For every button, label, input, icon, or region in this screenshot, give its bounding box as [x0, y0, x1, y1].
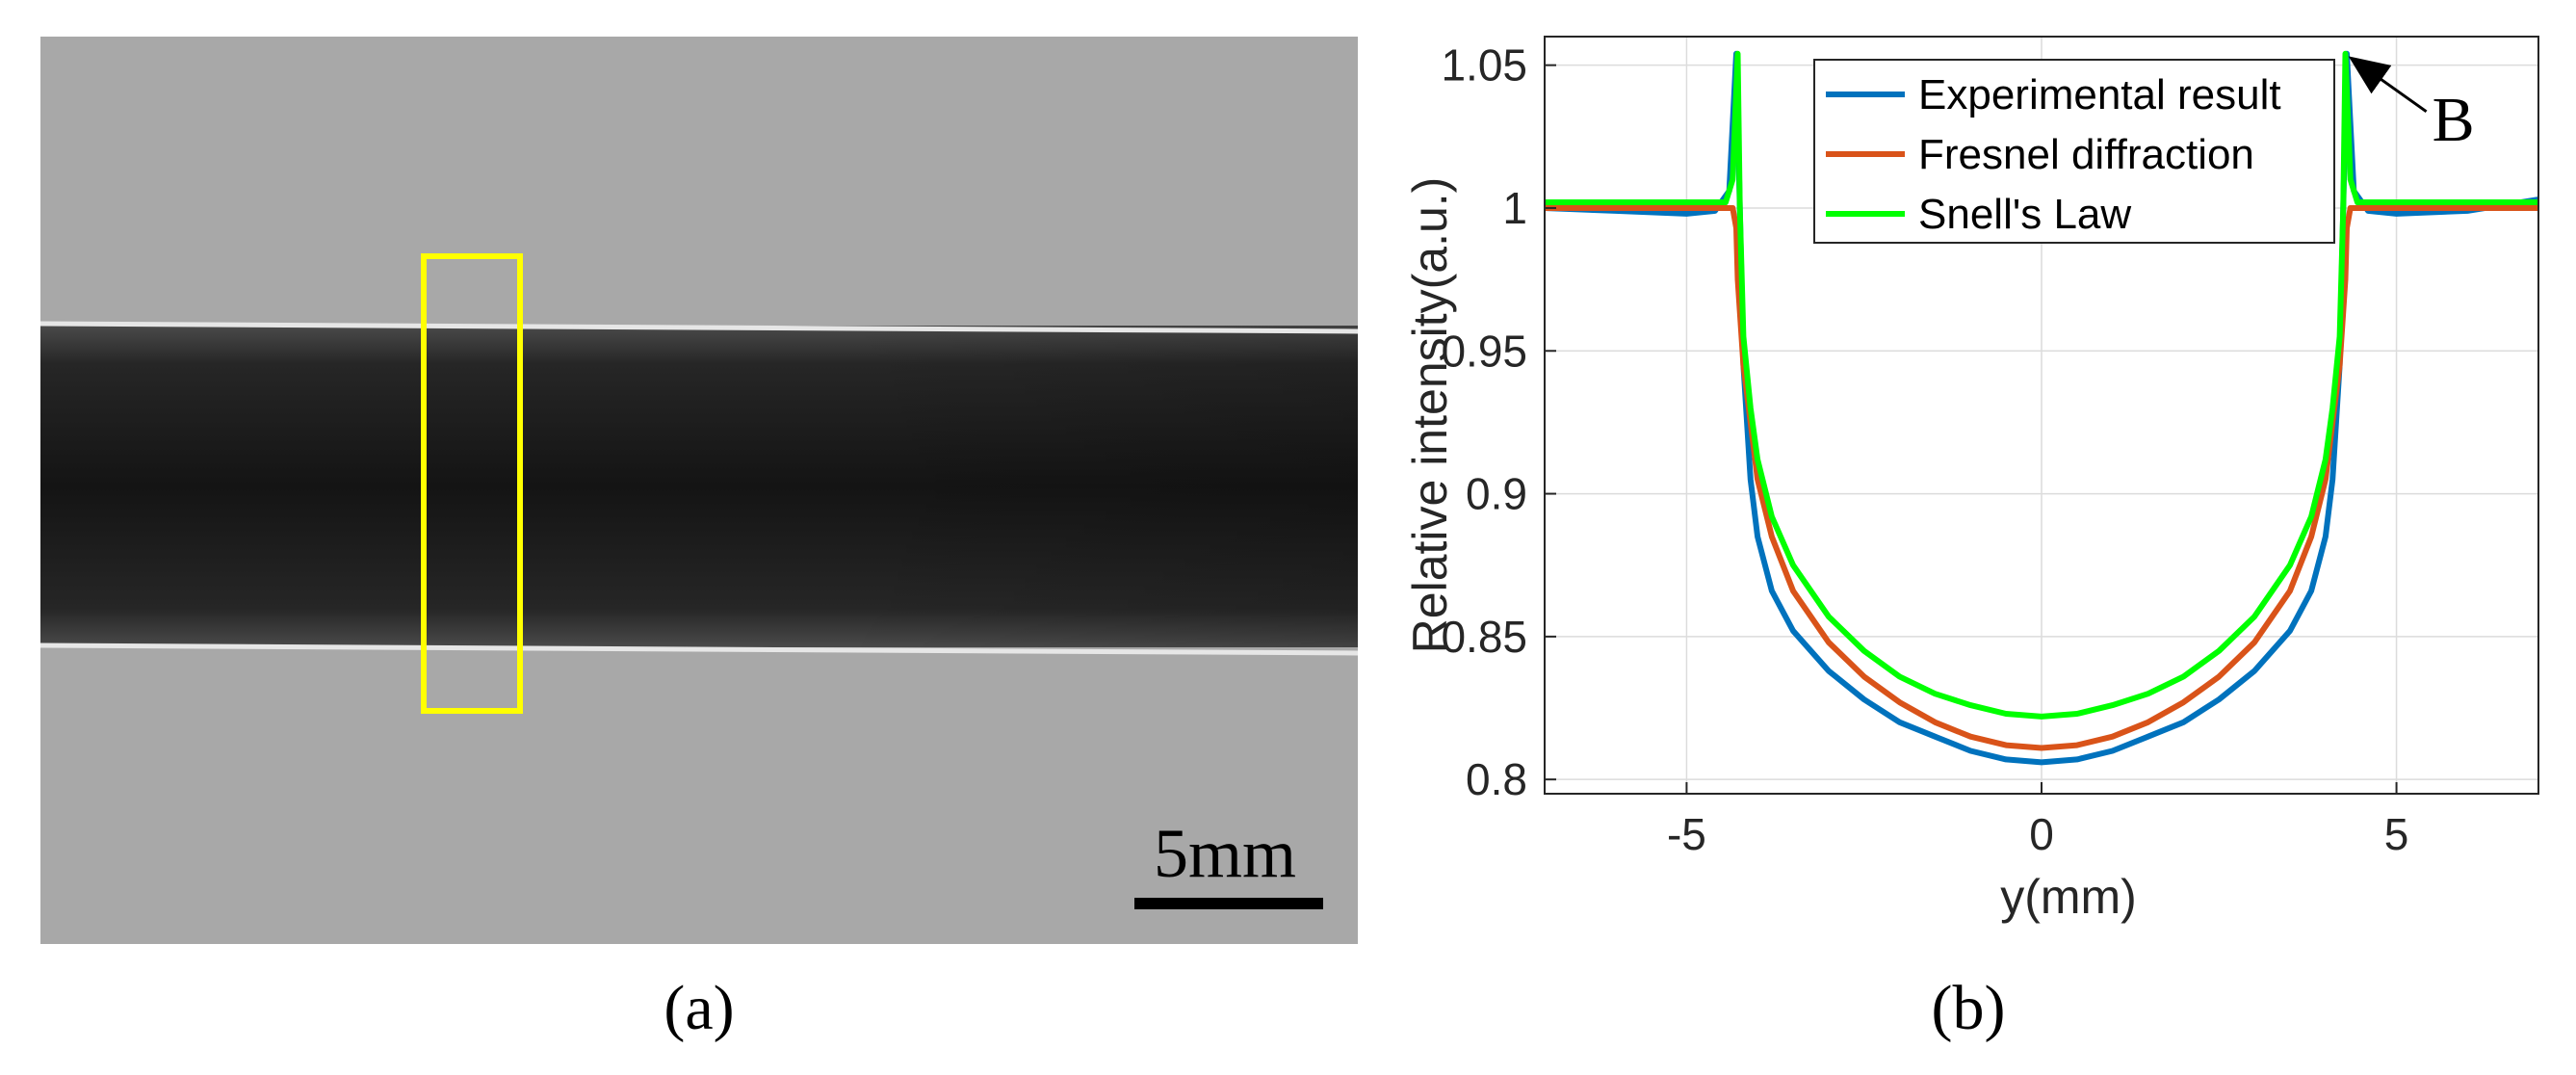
legend-label-fresnel: Fresnel diffraction [1918, 131, 2254, 178]
legend: Experimental result Fresnel diffraction … [1813, 59, 2335, 244]
scale-bar [1134, 898, 1323, 909]
y-tick-label: 1 [1502, 183, 1527, 233]
lower-edge-highlight [39, 642, 1359, 656]
annotation-arrow [2348, 56, 2428, 114]
y-tick-label: 0.95 [1441, 326, 1527, 376]
y-tick-label: 0.9 [1466, 469, 1527, 519]
tick-labels: -5 0 5 0.8 0.85 0.9 0.95 1 1.05 [1441, 40, 2408, 859]
ticks [1545, 64, 2398, 794]
intensity-chart: -5 0 5 0.8 0.85 0.9 0.95 1 1.05 y(mm) Relative i… [1403, 36, 2539, 1043]
y-tick-label: 1.05 [1441, 40, 1527, 91]
scale-bar-label: 5mm [1154, 815, 1296, 892]
annotation-label-b: B [2433, 85, 2475, 155]
x-tick-label: -5 [1667, 809, 1706, 859]
sample-band-shading [40, 326, 1358, 647]
series-layer [1544, 50, 2539, 766]
legend-label-snell: Snell's Law [1918, 191, 2131, 238]
x-tick-label: 5 [2384, 809, 2409, 859]
y-tick-label: 0.85 [1441, 612, 1527, 662]
legend-label-experimental: Experimental result [1918, 71, 2281, 118]
panel-b-label: (b) [1932, 973, 2006, 1043]
y-axis-label: Relative intensity(a.u.) [1403, 177, 1457, 654]
x-tick-label: 0 [2029, 809, 2054, 859]
roi-box [421, 253, 523, 714]
series-snells-law [1545, 50, 2538, 720]
panel-a-label: (a) [664, 973, 734, 1043]
x-axis-label: y(mm) [2000, 870, 2137, 924]
y-tick-label: 0.8 [1466, 754, 1527, 804]
radiograph-panel: 5mm (a) [39, 37, 1359, 1043]
upper-edge-highlight [39, 321, 1359, 334]
